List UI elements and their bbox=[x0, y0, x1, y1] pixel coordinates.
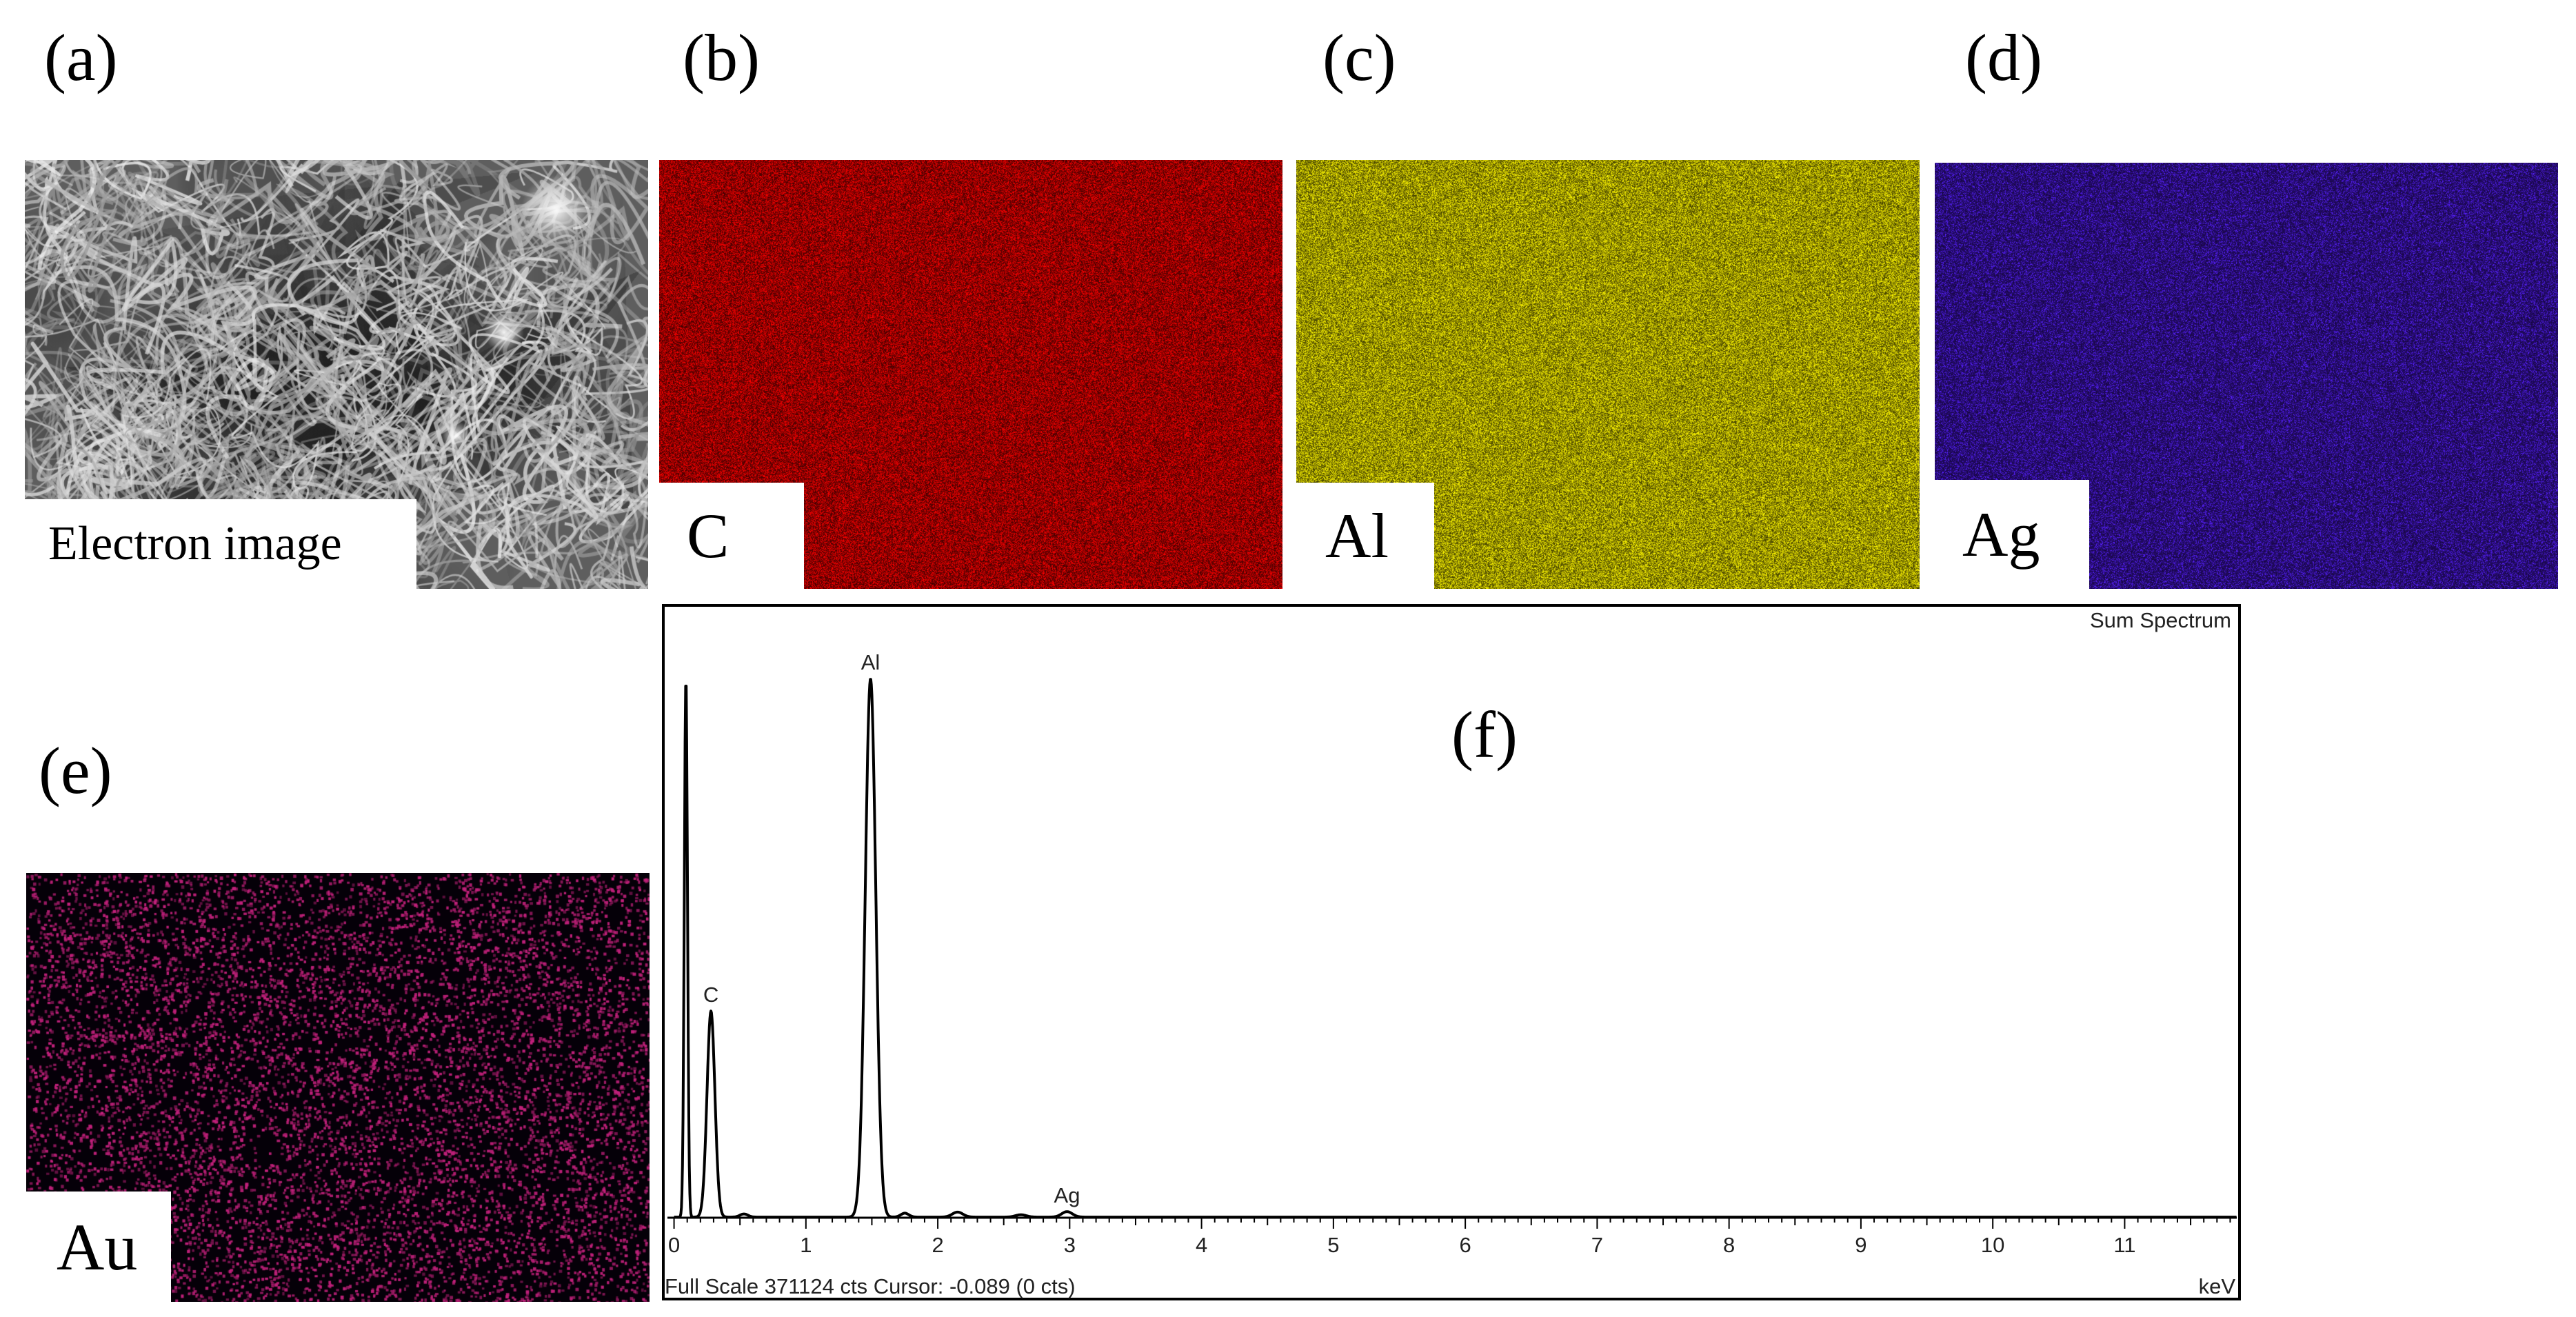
panel-b-label: (b) bbox=[683, 21, 760, 94]
x-tick-label: 6 bbox=[1460, 1233, 1471, 1257]
spectrum-title: Sum Spectrum bbox=[2090, 608, 2231, 632]
carbon-map-panel: C bbox=[659, 160, 1282, 589]
peak-label-c: C bbox=[703, 983, 718, 1007]
panel-c-label: (c) bbox=[1322, 21, 1396, 94]
carbon-map-label: C bbox=[659, 483, 804, 589]
peak-labels: C Al Ag bbox=[703, 650, 1080, 1207]
x-tick-label: 7 bbox=[1591, 1233, 1603, 1257]
x-tick-label: 4 bbox=[1196, 1233, 1207, 1257]
silver-map-panel: Ag bbox=[1935, 163, 2558, 589]
x-tick-label: 1 bbox=[800, 1233, 812, 1257]
x-tick-label: 9 bbox=[1855, 1233, 1866, 1257]
x-tick-label: 3 bbox=[1064, 1233, 1076, 1257]
x-tick-label: 0 bbox=[668, 1233, 680, 1257]
spectrum-footer: Full Scale 371124 cts Cursor: -0.089 (0 … bbox=[665, 1274, 1076, 1298]
aluminium-map-panel: Al bbox=[1296, 160, 1920, 589]
panel-e-label: (e) bbox=[39, 734, 112, 807]
panel-f-label: (f) bbox=[1451, 698, 1518, 772]
electron-image-panel: Electron image bbox=[25, 160, 648, 589]
spectrum-frame bbox=[662, 604, 2241, 1300]
panel-a-label: (a) bbox=[44, 21, 118, 94]
electron-image-label: Electron image bbox=[25, 499, 416, 589]
x-axis-tick-labels: 0 1 2 3 4 5 6 7 8 9 10 11 bbox=[668, 1233, 2136, 1257]
x-axis-unit-label: keV bbox=[2199, 1274, 2236, 1298]
x-tick-label: 2 bbox=[932, 1233, 943, 1257]
eds-spectrum-chart: Sum Spectrum (f) 0 1 2 3 4 5 6 7 8 9 10 11 C Al Ag Fu… bbox=[662, 604, 2241, 1300]
gold-map-panel: Au bbox=[26, 873, 650, 1302]
x-tick-label: 11 bbox=[2113, 1233, 2135, 1257]
peak-label-al: Al bbox=[861, 650, 881, 674]
gold-map-label: Au bbox=[26, 1192, 171, 1302]
x-tick-label: 10 bbox=[1981, 1233, 2004, 1257]
x-tick-label: 8 bbox=[1723, 1233, 1735, 1257]
silver-map-label: Ag bbox=[1935, 480, 2089, 589]
spectrum-line bbox=[673, 678, 2237, 1219]
peak-label-ag: Ag bbox=[1054, 1183, 1080, 1207]
x-tick-label: 5 bbox=[1327, 1233, 1339, 1257]
aluminium-map-label: Al bbox=[1296, 483, 1434, 589]
panel-d-label: (d) bbox=[1965, 21, 2042, 94]
